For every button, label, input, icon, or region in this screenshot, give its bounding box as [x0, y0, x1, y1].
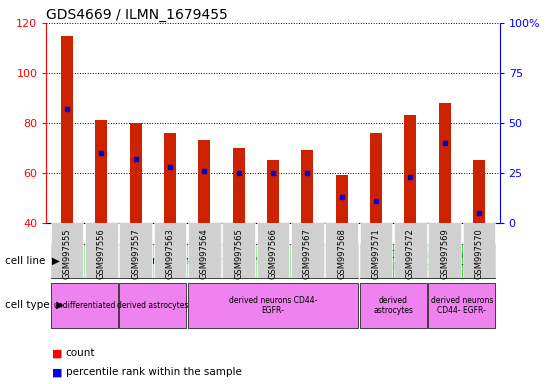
Text: cell line  ▶: cell line ▶: [5, 256, 61, 266]
Bar: [336, 175, 348, 223]
Bar: [257, 223, 289, 278]
Text: GSM997563: GSM997563: [165, 228, 175, 279]
Bar: [119, 223, 152, 278]
Text: GSM997568: GSM997568: [337, 228, 346, 279]
Bar: [325, 223, 358, 278]
Text: ■: ■: [52, 348, 62, 358]
Bar: [51, 244, 358, 278]
Bar: [473, 161, 485, 223]
Bar: [359, 223, 393, 278]
Text: GSM997564: GSM997564: [200, 228, 209, 279]
Text: undifferentiated: undifferentiated: [53, 301, 115, 310]
Bar: [428, 283, 495, 328]
Bar: [394, 223, 427, 278]
Text: count: count: [66, 348, 95, 358]
Text: GSM997555: GSM997555: [62, 228, 72, 279]
Text: derived neurons CD44-
EGFR-: derived neurons CD44- EGFR-: [229, 296, 317, 315]
Bar: [188, 283, 358, 328]
Text: ■: ■: [52, 367, 62, 377]
Text: cell type  ▶: cell type ▶: [5, 300, 64, 310]
Text: GSM997570: GSM997570: [474, 228, 484, 279]
Bar: [51, 283, 118, 328]
Text: GDS4669 / ILMN_1679455: GDS4669 / ILMN_1679455: [46, 8, 228, 22]
Text: derived astrocytes: derived astrocytes: [117, 301, 188, 310]
Text: derived neurons
CD44- EGFR-: derived neurons CD44- EGFR-: [431, 296, 493, 315]
Bar: [359, 283, 427, 328]
Text: GSM997557: GSM997557: [131, 228, 140, 279]
Bar: [233, 148, 245, 223]
Bar: [51, 223, 84, 278]
Bar: [222, 223, 255, 278]
Bar: [96, 120, 108, 223]
Text: GSM997571: GSM997571: [371, 228, 381, 279]
Bar: [370, 133, 382, 223]
Bar: [61, 36, 73, 223]
Bar: [462, 223, 495, 278]
Bar: [129, 123, 141, 223]
Bar: [267, 161, 279, 223]
Text: GSM997566: GSM997566: [269, 228, 277, 279]
Text: GSM997572: GSM997572: [406, 228, 415, 279]
Text: embryonic stem cell H9: embryonic stem cell H9: [146, 256, 262, 266]
Bar: [198, 140, 210, 223]
Bar: [291, 223, 324, 278]
Text: percentile rank within the sample: percentile rank within the sample: [66, 367, 241, 377]
Text: GSM997565: GSM997565: [234, 228, 243, 279]
Bar: [85, 223, 118, 278]
Text: GSM997567: GSM997567: [303, 228, 312, 279]
Text: derived
astrocytes: derived astrocytes: [373, 296, 413, 315]
Bar: [359, 244, 495, 278]
Text: UNC-93B-deficient-induced
pluripotent stem: UNC-93B-deficient-induced pluripotent st…: [361, 250, 494, 272]
Bar: [301, 150, 313, 223]
Bar: [153, 223, 187, 278]
Text: GSM997556: GSM997556: [97, 228, 106, 279]
Bar: [405, 115, 417, 223]
Bar: [428, 223, 461, 278]
Bar: [164, 133, 176, 223]
Bar: [119, 283, 187, 328]
Bar: [438, 103, 450, 223]
Bar: [188, 223, 221, 278]
Text: GSM997569: GSM997569: [440, 228, 449, 279]
